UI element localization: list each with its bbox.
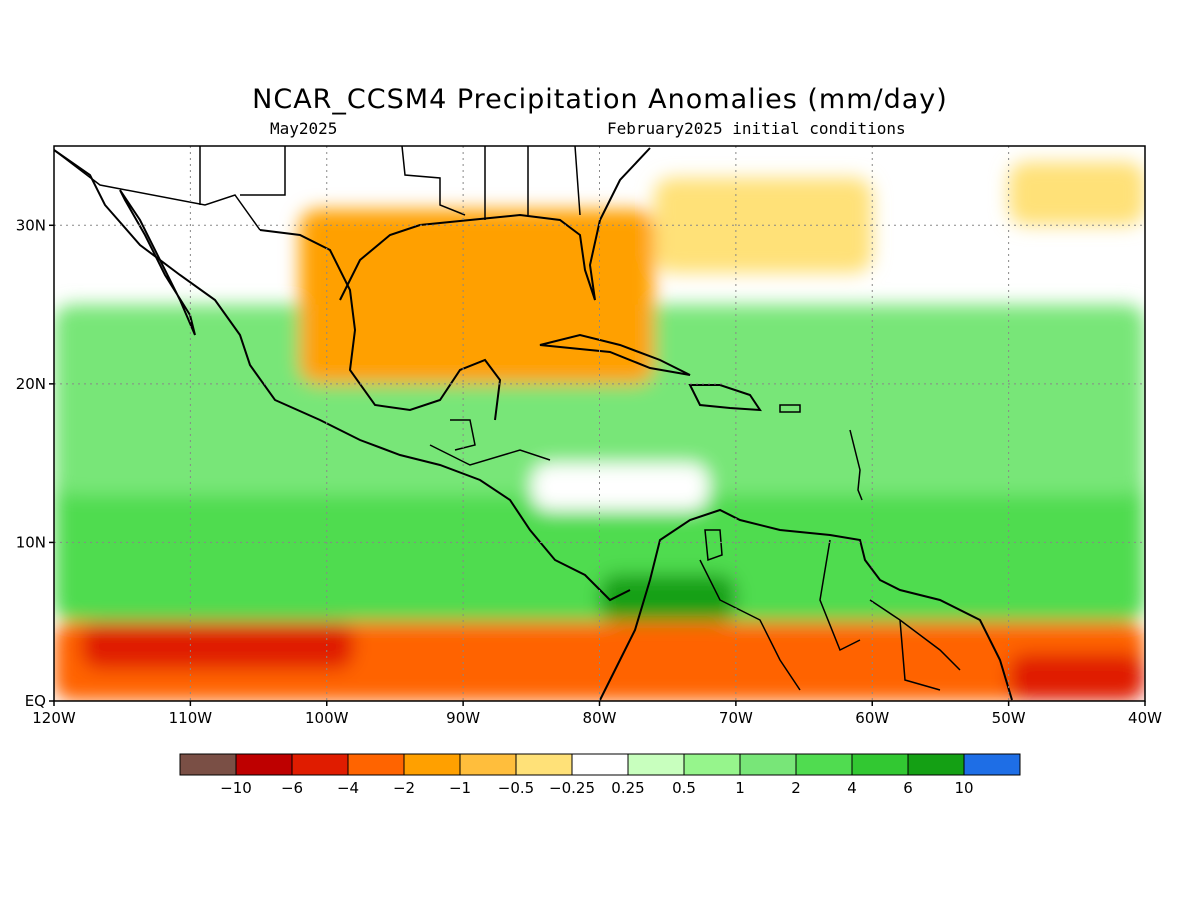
initial-conditions: February2025 initial conditions xyxy=(607,119,906,138)
colorbar-swatch xyxy=(683,753,741,776)
colorbar-swatch xyxy=(627,753,685,776)
lon-tick-label: 110W xyxy=(169,709,213,727)
colorbar-swatch xyxy=(235,753,293,776)
colorbar-label: 2 xyxy=(791,779,801,797)
colorbar-label: 10 xyxy=(954,779,973,797)
colorbar-label: 1 xyxy=(735,779,745,797)
colorbar-swatch xyxy=(795,753,853,776)
colorbar-label: 0.5 xyxy=(672,779,696,797)
lon-tick-label: 40W xyxy=(1128,709,1162,727)
colorbar-swatch xyxy=(179,753,237,776)
colorbar-label: −10 xyxy=(220,779,252,797)
forecast-month: May2025 xyxy=(270,119,338,138)
anomaly-region xyxy=(1008,653,1145,701)
colorbar-swatch xyxy=(291,753,349,776)
lon-tick-label: 120W xyxy=(32,709,76,727)
axis-ticks: 120W 110W 100W 90W 80W 70W 60W 50W 40W EQ 10N 20N 30… xyxy=(16,216,1162,727)
lon-tick-label: 80W xyxy=(583,709,617,727)
lat-tick-label: 10N xyxy=(16,533,46,551)
coastlines xyxy=(54,146,1013,701)
colorbar-label: 0.25 xyxy=(611,779,644,797)
anomaly-region xyxy=(1008,161,1145,226)
colorbar-label: −1 xyxy=(449,779,471,797)
lat-tick-label: 20N xyxy=(16,375,46,393)
colorbar-label: −6 xyxy=(281,779,303,797)
colorbar-label: −2 xyxy=(393,779,415,797)
lat-tick-label: 30N xyxy=(16,216,46,234)
colorbar-label: 6 xyxy=(903,779,913,797)
colorbar-swatch xyxy=(403,753,461,776)
anomaly-region xyxy=(81,621,355,670)
lon-tick-label: 70W xyxy=(719,709,753,727)
colorbar-swatch xyxy=(907,753,965,776)
colorbar-swatch xyxy=(571,753,629,776)
lat-tick-label: EQ xyxy=(25,692,46,710)
colorbar-label: 4 xyxy=(847,779,857,797)
colorbar-label: −4 xyxy=(337,779,359,797)
lon-tick-label: 90W xyxy=(446,709,480,727)
lon-tick-label: 60W xyxy=(855,709,889,727)
colorbar: −10 −6 −4 −2 −1 −0.5 −0.25 0.25 0.5 1 2 4 6 10 xyxy=(179,753,1021,797)
colorbar-swatch xyxy=(515,753,573,776)
graticule xyxy=(54,146,1145,701)
lon-tick-label: 100W xyxy=(305,709,349,727)
colorbar-swatch xyxy=(347,753,405,776)
lon-tick-label: 50W xyxy=(992,709,1026,727)
chart-title: NCAR_CCSM4 Precipitation Anomalies (mm/d… xyxy=(252,84,948,115)
colorbar-swatch xyxy=(963,753,1021,776)
colorbar-swatch xyxy=(851,753,909,776)
colorbar-label: −0.25 xyxy=(549,779,595,797)
anomaly-region xyxy=(531,463,709,511)
colorbar-swatch xyxy=(459,753,517,776)
anomaly-region xyxy=(299,209,655,384)
anomaly-region xyxy=(599,574,736,622)
colorbar-label: −0.5 xyxy=(498,779,534,797)
colorbar-swatch xyxy=(739,753,797,776)
